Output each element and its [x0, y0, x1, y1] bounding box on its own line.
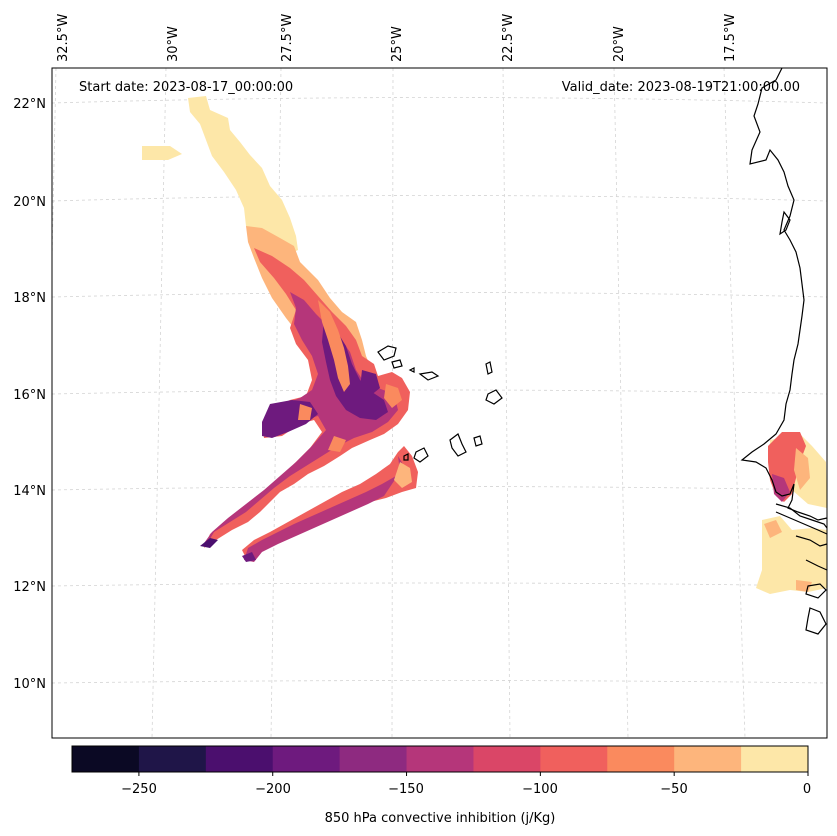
colorbar-ticks	[138, 772, 809, 776]
colorbar-tick-label: 0	[803, 782, 811, 797]
colorbar-tick-label: −150	[388, 782, 424, 797]
lat-label: 10°N	[13, 677, 46, 692]
colorbar-swatch	[406, 746, 474, 772]
cin-region-minus75-to-minus50	[328, 436, 346, 452]
start-date-annotation: Start date: 2023-08-17_00:00:00	[79, 80, 293, 95]
island-boa-vista	[485, 389, 503, 405]
island-fogo	[413, 447, 429, 463]
island-sal	[485, 361, 493, 375]
colorbar-tick-labels: −250 −200 −150 −100 −50 0	[121, 782, 811, 797]
colorbar: −250 −200 −150 −100 −50 0 850 hPa convec…	[71, 745, 811, 826]
latitude-labels: 22°N 20°N 18°N 16°N 14°N 12°N 10°N	[13, 97, 46, 692]
lon-label: 17.5°W	[723, 14, 738, 62]
gridlines	[51, 67, 828, 739]
cin-region-minus50-to-minus25	[764, 520, 782, 538]
colorbar-swatch	[339, 746, 408, 772]
island-sao-nicolau	[418, 371, 440, 381]
lat-label: 14°N	[13, 484, 46, 499]
cin-region-minus150-to-minus125	[244, 456, 404, 562]
lat-label: 16°N	[13, 388, 46, 403]
colorbar-swatch	[205, 746, 274, 772]
cin-region-minus50-to-minus25	[794, 448, 810, 490]
cin-region-minus50-to-minus25	[394, 462, 412, 488]
africa-coastline	[740, 67, 828, 521]
colorbar-tick-label: −250	[121, 782, 157, 797]
cin-region-minus225-to-minus200	[200, 538, 218, 548]
cin-filled-contours	[142, 96, 827, 594]
lon-label: 27.5°W	[280, 14, 295, 62]
lon-label: 32.5°W	[56, 14, 71, 62]
colorbar-swatches	[72, 746, 809, 772]
lat-label: 18°N	[13, 291, 46, 306]
island-maio	[473, 435, 483, 447]
cin-region-minus75-to-minus50	[298, 404, 312, 420]
island-santa-luzia	[408, 367, 415, 373]
cin-region-minus50-to-minus25	[796, 580, 812, 592]
colorbar-swatch	[138, 746, 207, 772]
valid-date-annotation: Valid_date: 2023-08-19T21:00:00.00	[562, 80, 800, 95]
colorbar-swatch	[674, 746, 742, 772]
colorbar-label: 850 hPa convective inhibition (j/Kg)	[325, 811, 556, 826]
lon-label: 30°W	[166, 26, 181, 62]
cin-region-minus200-to-minus175	[360, 370, 380, 396]
cin-region-minus75-to-minus50	[318, 300, 350, 392]
coastlines	[377, 67, 828, 635]
island-santo-antao	[377, 345, 397, 361]
colorbar-swatch	[540, 746, 608, 772]
colorbar-frame	[71, 745, 809, 773]
colorbar-tick-label: −100	[522, 782, 558, 797]
colorbar-swatch	[272, 746, 341, 772]
colorbar-tick-label: −200	[255, 782, 291, 797]
longitude-labels: 32.5°W 30°W 27.5°W 25°W 22.5°W 20°W 17.5…	[56, 14, 738, 62]
lon-label: 25°W	[390, 26, 405, 62]
cin-region-0-to-25	[188, 96, 298, 255]
colorbar-swatch	[741, 746, 809, 772]
island-sao-vicente	[391, 359, 403, 369]
island-brava	[403, 453, 409, 461]
colorbar-swatch	[473, 746, 541, 772]
colorbar-swatch	[607, 746, 675, 772]
lat-label: 20°N	[13, 195, 46, 210]
island-santiago	[449, 433, 467, 457]
cin-region-0-to-25	[142, 146, 182, 160]
lat-label: 12°N	[13, 580, 46, 595]
lon-label: 22.5°W	[501, 14, 516, 62]
colorbar-swatch	[72, 746, 140, 772]
map-background	[52, 68, 827, 738]
map-frame	[51, 67, 828, 739]
cin-region-minus75-to-minus50	[384, 384, 402, 408]
colorbar-tick-label: −50	[660, 782, 687, 797]
lat-label: 22°N	[13, 97, 46, 112]
cin-region-minus200-to-minus175	[242, 552, 256, 562]
lon-label: 20°W	[612, 26, 627, 62]
